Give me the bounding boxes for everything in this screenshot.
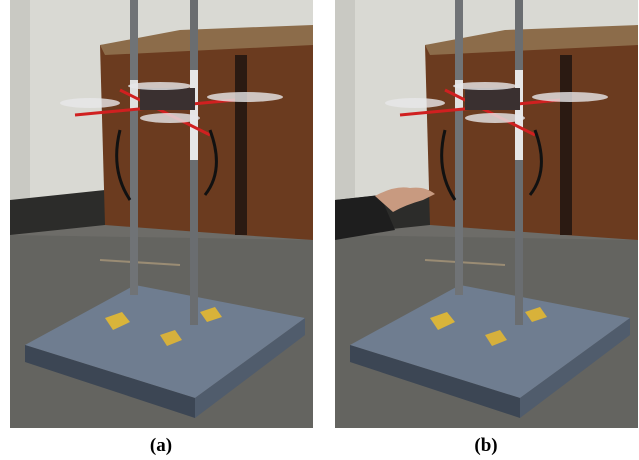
- panel-label: (a): [150, 435, 172, 456]
- figure-canvas: (a) (b): [0, 0, 639, 460]
- photo-b: [335, 0, 638, 428]
- photo-a: [10, 0, 313, 428]
- figure: (a) (b): [0, 0, 639, 460]
- panel-label: (b): [474, 435, 497, 456]
